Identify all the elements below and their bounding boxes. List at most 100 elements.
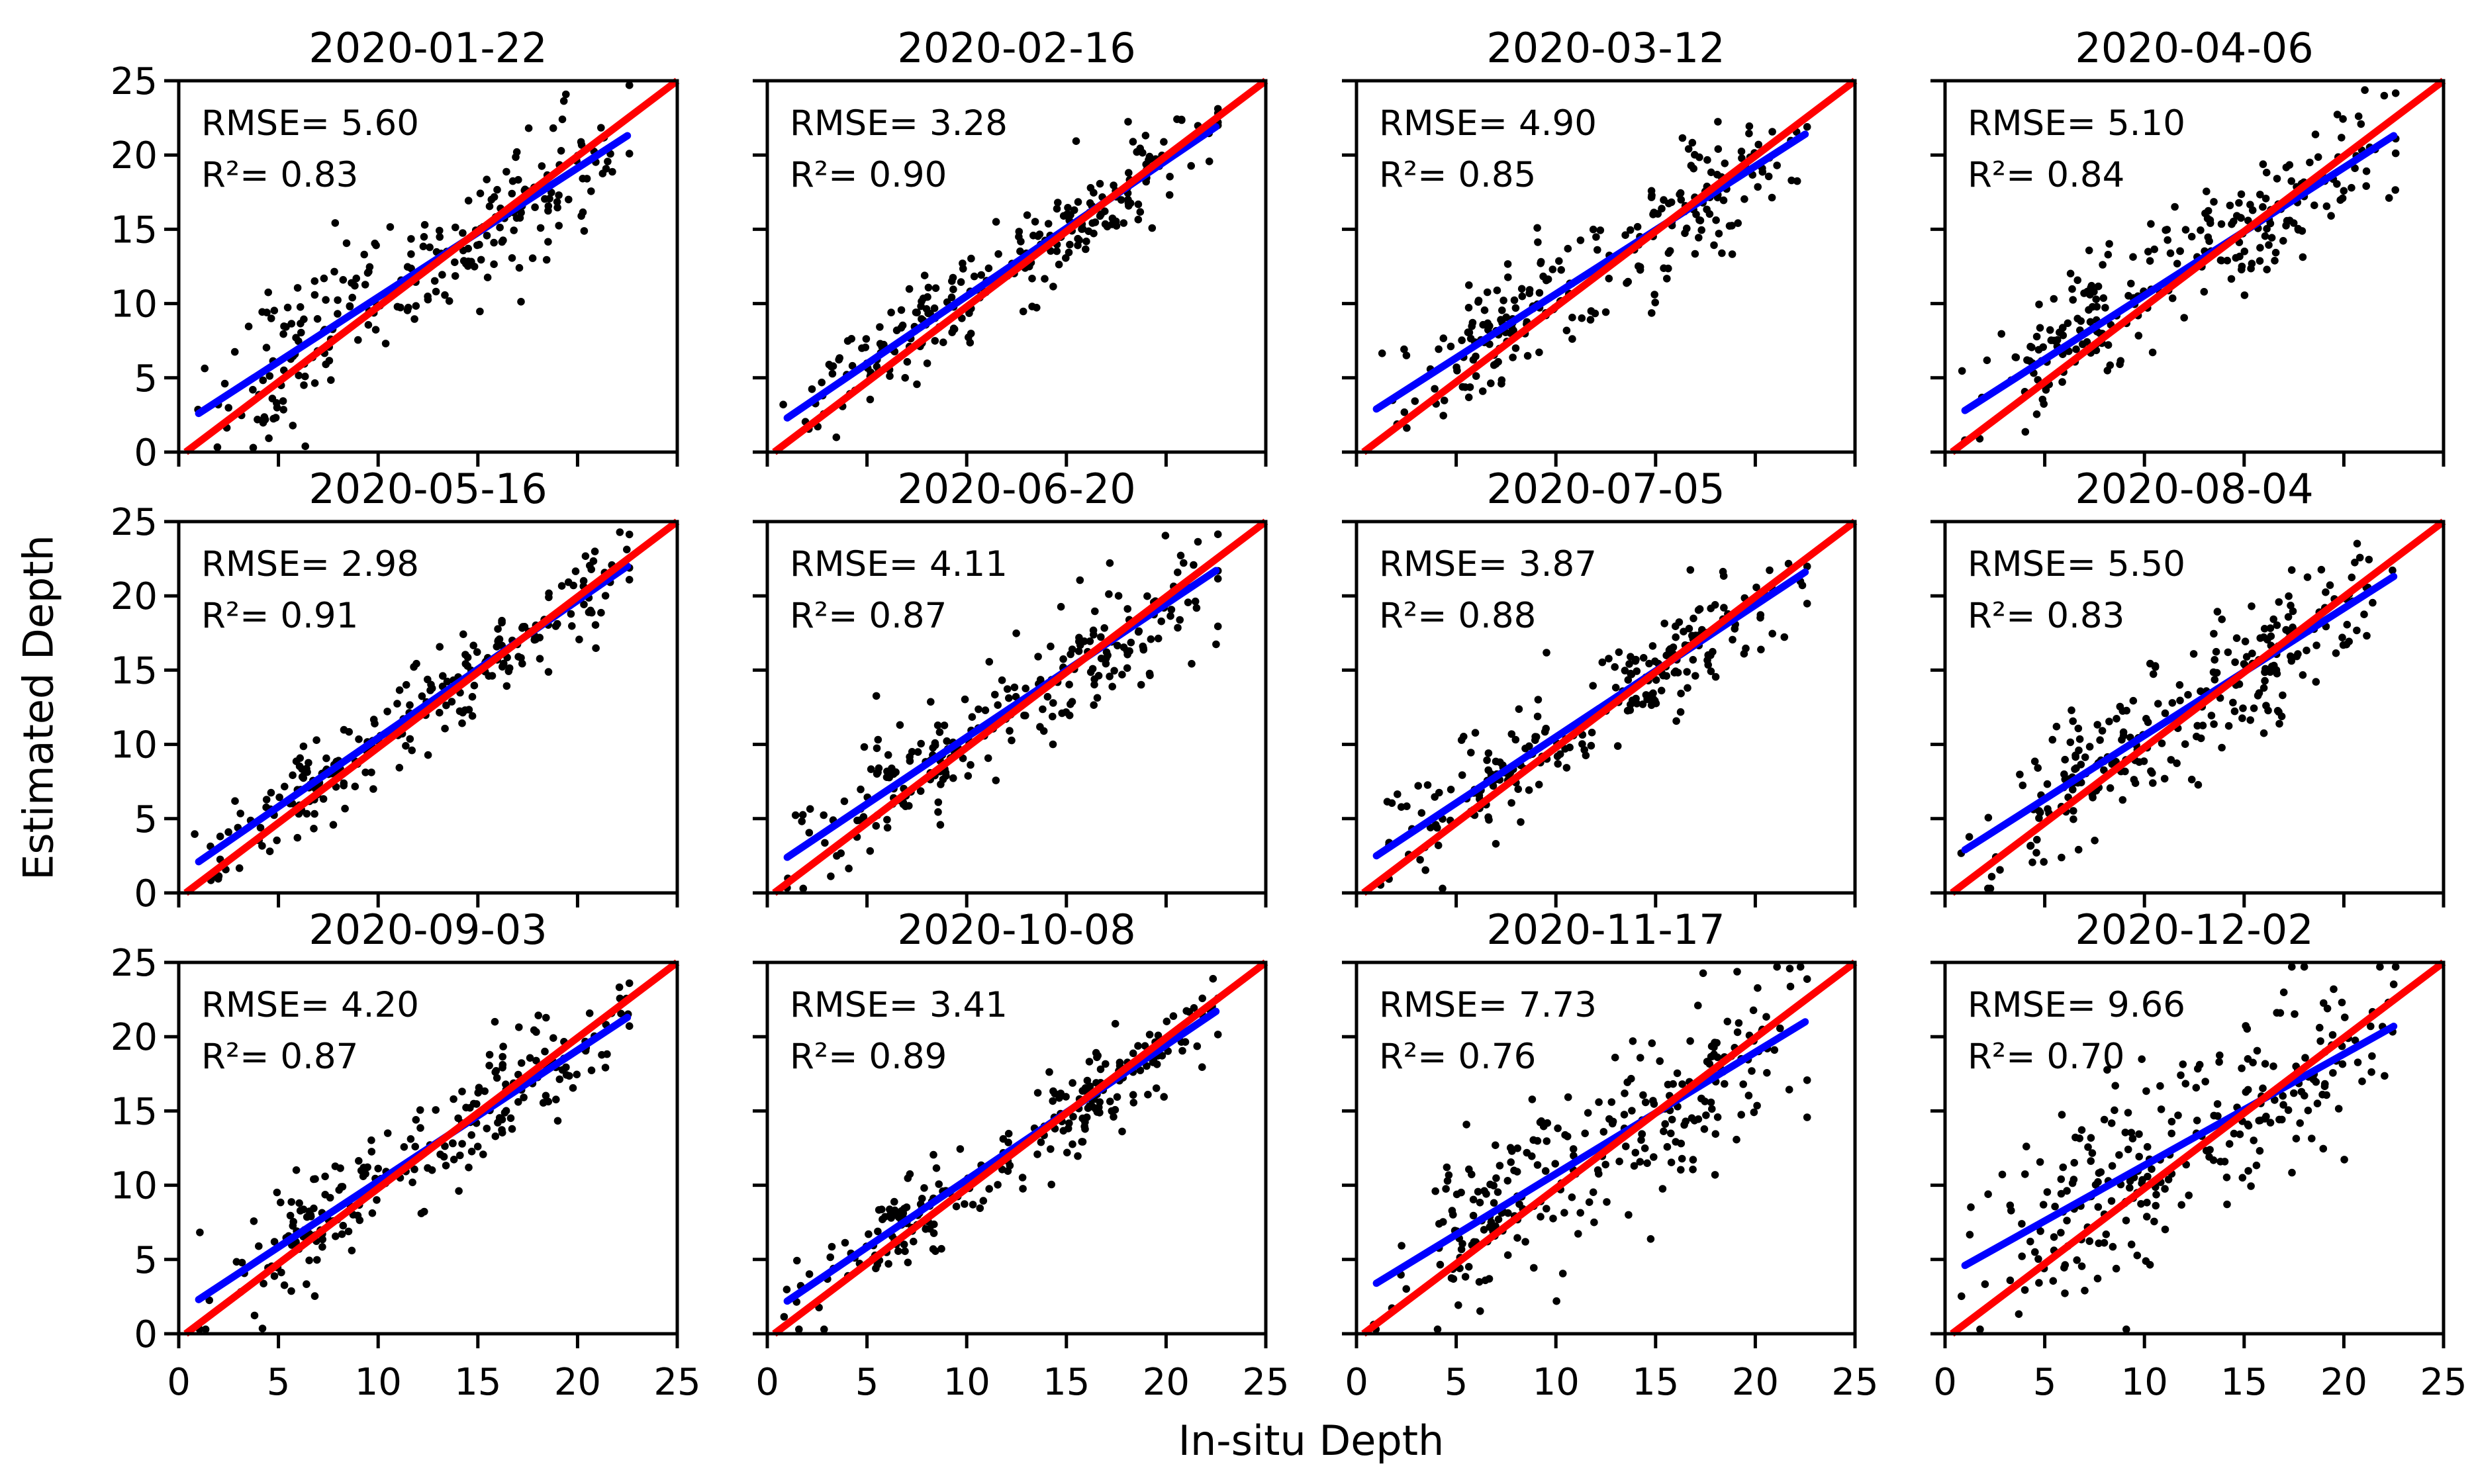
subplot-2020-09-03: 0 5 10 15 20 25 0 5 10 15 20 25 2020-09-03 RMSE= 4.20…	[111, 905, 701, 1404]
r2-annotation: R²= 0.76	[1379, 1037, 1536, 1077]
svg-text:0: 0	[755, 1361, 779, 1404]
subplot-2020-04-06: 2020-04-06 RMSE= 5.10 R²= 0.84	[1930, 24, 2446, 467]
identity-line	[1361, 77, 1858, 455]
fit-line	[1961, 1022, 2398, 1270]
rmse-annotation: RMSE= 2.98	[201, 544, 419, 584]
axes-spines	[765, 960, 1268, 1336]
fit-line	[1372, 1018, 1809, 1287]
scatter-points	[1958, 86, 2400, 444]
svg-text:15: 15	[111, 649, 158, 692]
svg-text:0: 0	[1933, 1361, 1957, 1404]
svg-text:0: 0	[1345, 1361, 1368, 1404]
subplot-title: 2020-05-16	[309, 465, 547, 513]
identity-line	[1950, 518, 2446, 896]
scatter-points	[1376, 559, 1811, 893]
subplot-title: 2020-11-17	[1486, 905, 1725, 954]
svg-text:5: 5	[2033, 1361, 2057, 1404]
r2-annotation: R²= 0.90	[790, 155, 947, 195]
identity-line	[1950, 959, 2446, 1337]
fit-line	[1372, 130, 1809, 413]
subplot-title: 2020-10-08	[897, 905, 1135, 954]
svg-text:25: 25	[653, 1361, 700, 1404]
tick-marks	[1342, 960, 1857, 1348]
subplot-2020-12-02: 0 5 10 15 20 25 2020-12-02 RMSE= 9.66 R²= 0.70	[1930, 905, 2467, 1404]
axes-spines	[177, 960, 679, 1336]
x-axis-label: In-situ Depth	[1178, 1416, 1445, 1465]
tick-marks	[164, 960, 679, 1348]
tick-marks	[1930, 960, 2446, 1348]
r2-annotation: R²= 0.89	[790, 1037, 947, 1077]
identity-line	[1361, 518, 1858, 896]
svg-text:20: 20	[1732, 1361, 1779, 1404]
rmse-annotation: RMSE= 4.11	[790, 544, 1008, 584]
axes-spines	[1355, 520, 1857, 895]
svg-text:10: 10	[111, 1165, 158, 1208]
rmse-annotation: RMSE= 5.60	[201, 103, 419, 144]
svg-text:0: 0	[134, 1313, 158, 1356]
rmse-annotation: RMSE= 9.66	[1968, 985, 2185, 1025]
svg-text:25: 25	[111, 60, 158, 103]
axes-spines	[1943, 79, 2446, 454]
svg-text:15: 15	[111, 1090, 158, 1133]
svg-text:15: 15	[454, 1361, 501, 1404]
scatter-points	[194, 81, 634, 452]
svg-text:10: 10	[355, 1361, 402, 1404]
svg-text:25: 25	[111, 501, 158, 544]
rmse-annotation: RMSE= 3.87	[1379, 544, 1597, 584]
fit-line	[1372, 568, 1809, 860]
svg-text:5: 5	[134, 1239, 158, 1282]
fit-line	[1961, 573, 2398, 854]
subplot-2020-02-16: 2020-02-16 RMSE= 3.28 R²= 0.90	[753, 24, 1268, 467]
svg-text:15: 15	[1043, 1361, 1090, 1404]
subplot-title: 2020-07-05	[1486, 465, 1725, 513]
identity-line	[183, 959, 680, 1337]
svg-text:10: 10	[111, 724, 158, 767]
subplot-title: 2020-08-04	[2075, 465, 2313, 513]
rmse-annotation: RMSE= 3.28	[790, 103, 1008, 144]
svg-text:20: 20	[111, 134, 158, 177]
svg-text:5: 5	[855, 1361, 879, 1404]
tick-marks	[1930, 79, 2446, 467]
axes-spines	[177, 79, 679, 454]
r2-annotation: R²= 0.70	[1968, 1037, 2124, 1077]
subplot-2020-07-05: 2020-07-05 RMSE= 3.87 R²= 0.88	[1342, 465, 1858, 907]
identity-line	[772, 959, 1268, 1337]
svg-text:20: 20	[2320, 1361, 2367, 1404]
fit-line	[195, 132, 632, 418]
subplot-title: 2020-03-12	[1486, 24, 1725, 72]
r2-annotation: R²= 0.87	[201, 1037, 358, 1077]
svg-text:0: 0	[167, 1361, 191, 1404]
identity-line	[1361, 959, 1858, 1337]
r2-annotation: R²= 0.85	[1379, 155, 1536, 195]
rmse-annotation: RMSE= 4.90	[1379, 103, 1597, 144]
subplot-title: 2020-12-02	[2075, 905, 2313, 954]
rmse-annotation: RMSE= 5.10	[1968, 103, 2185, 144]
tick-marks	[164, 520, 679, 907]
tick-marks	[753, 520, 1268, 907]
subplot-title: 2020-04-06	[2075, 24, 2313, 72]
svg-text:25: 25	[1242, 1361, 1289, 1404]
y-tick-labels: 0 5 10 15 20 25	[111, 60, 158, 475]
x-tick-labels: 0 5 10 15 20 25	[1933, 1361, 2467, 1404]
rmse-annotation: RMSE= 3.41	[790, 985, 1008, 1025]
svg-text:10: 10	[2121, 1361, 2168, 1404]
subplot-2020-08-04: 2020-08-04 RMSE= 5.50 R²= 0.83	[1930, 465, 2446, 907]
subplot-2020-05-16: 0 5 10 15 20 25 2020-05-16 RMSE= 2.98 R²= 0.91	[111, 465, 680, 915]
r2-annotation: R²= 0.87	[790, 596, 947, 636]
svg-text:5: 5	[1445, 1361, 1468, 1404]
svg-text:5: 5	[134, 357, 158, 400]
tick-marks	[1930, 520, 2446, 907]
svg-text:25: 25	[2420, 1361, 2467, 1404]
svg-text:25: 25	[1831, 1361, 1878, 1404]
svg-text:20: 20	[111, 1016, 158, 1059]
svg-text:10: 10	[943, 1361, 990, 1404]
tick-marks	[753, 79, 1268, 467]
svg-text:15: 15	[111, 209, 158, 252]
svg-text:10: 10	[1533, 1361, 1580, 1404]
subplot-title: 2020-09-03	[309, 905, 547, 954]
svg-text:0: 0	[134, 432, 158, 475]
axes-spines	[765, 79, 1268, 454]
axes-spines	[1355, 960, 1857, 1336]
fit-line	[783, 1007, 1220, 1305]
